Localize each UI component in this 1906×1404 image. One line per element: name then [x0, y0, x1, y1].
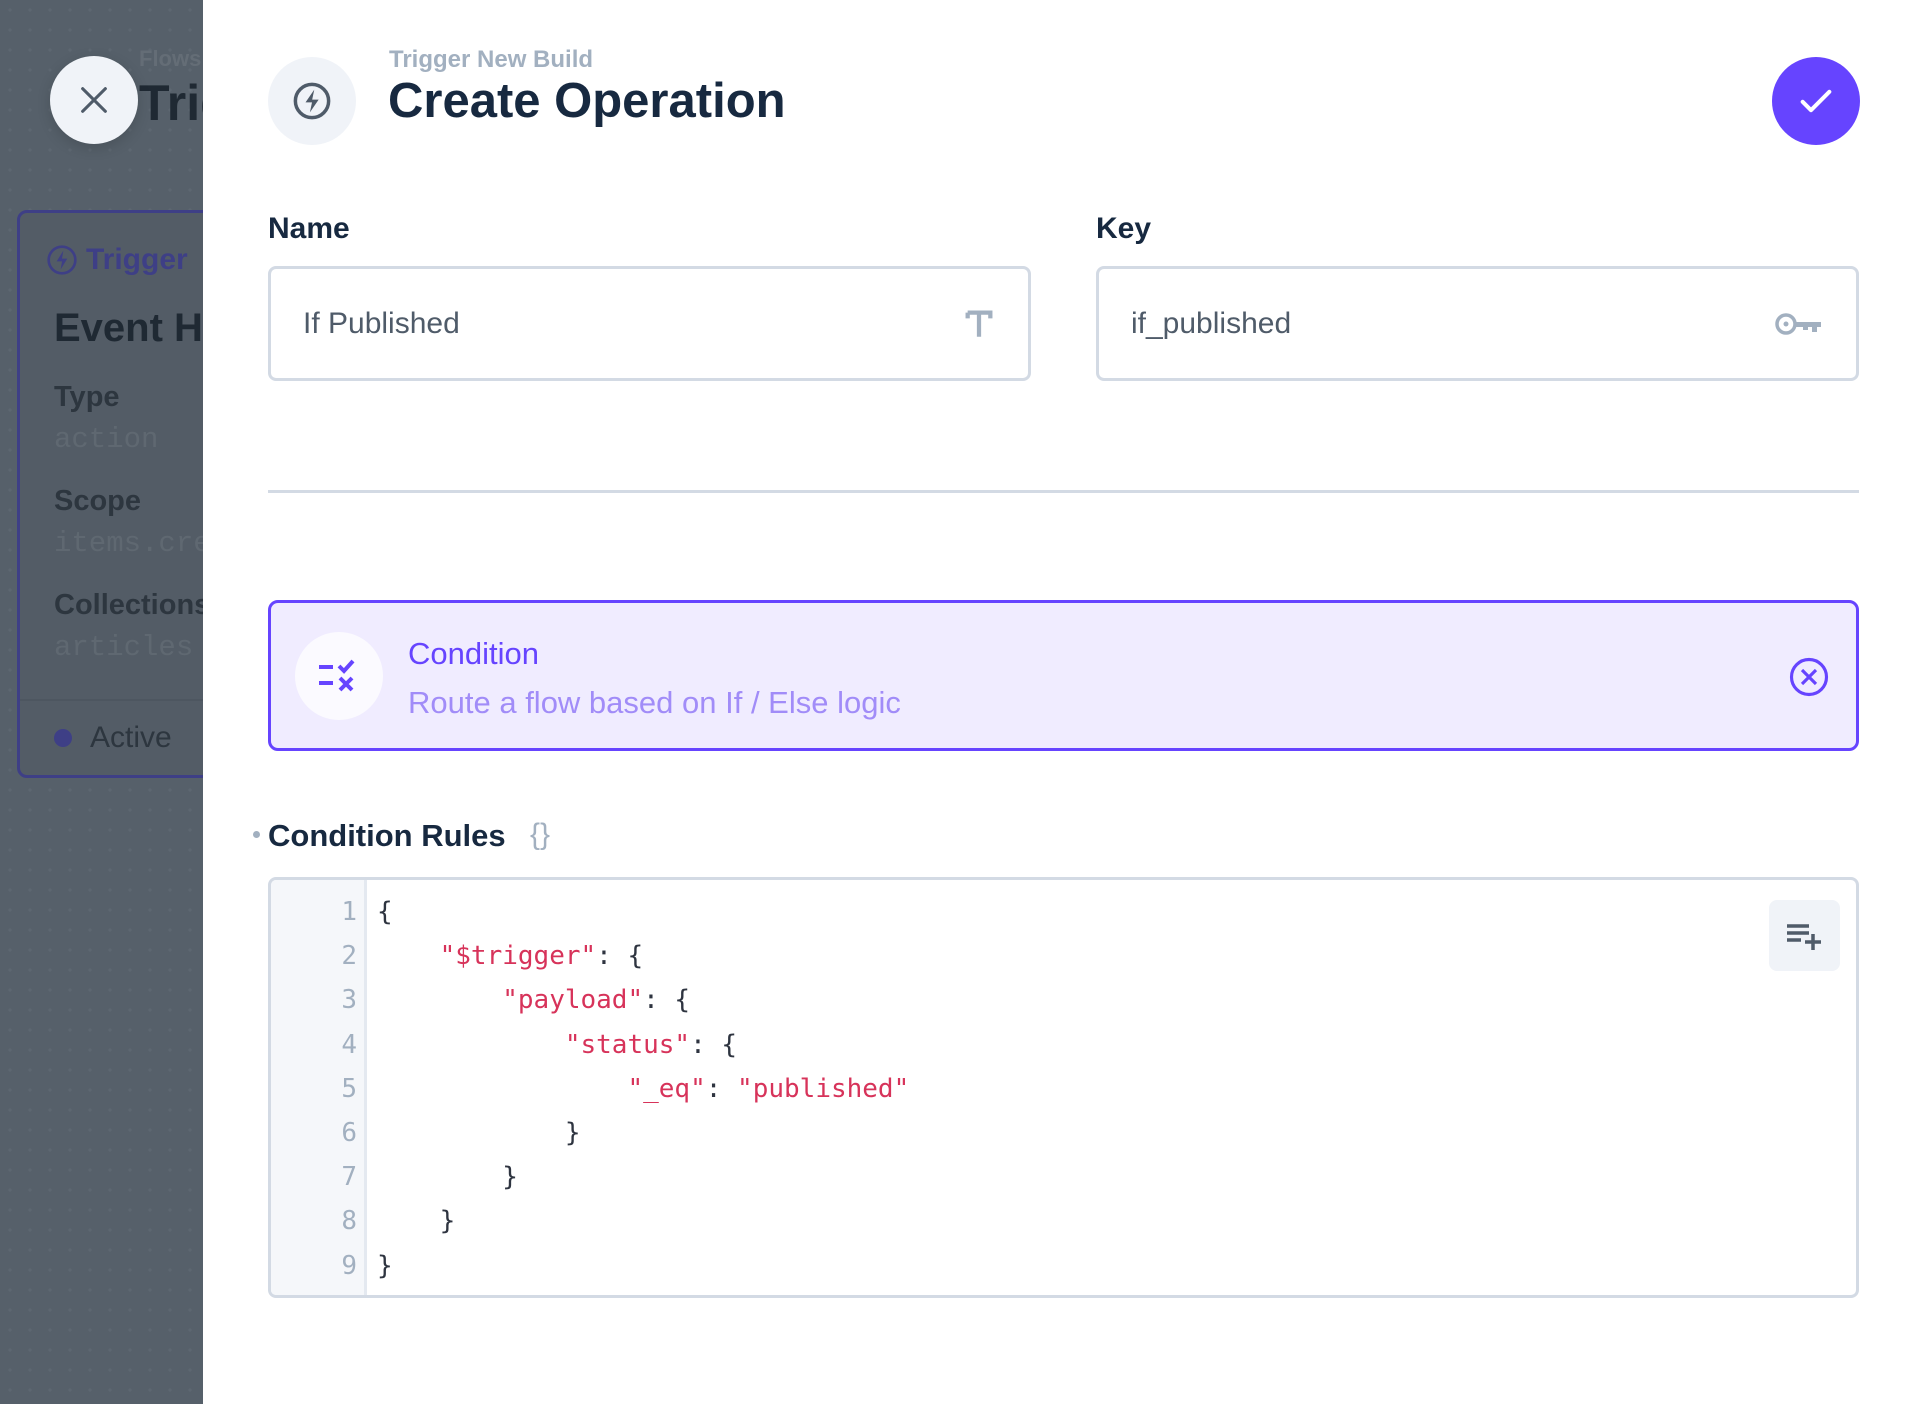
line-number-gutter: [271, 880, 367, 1295]
line-number: 2: [341, 941, 357, 972]
line-number: 1: [341, 897, 357, 927]
status-dot: [54, 729, 72, 747]
form-divider: [268, 490, 1859, 493]
json-key: "status": [564, 1029, 691, 1060]
code-line[interactable]: 6 }: [271, 1111, 1856, 1155]
close-circle-icon: [1789, 657, 1829, 697]
code-line[interactable]: 7 }: [271, 1155, 1856, 1199]
code-line[interactable]: 5 "_eq": "published": [271, 1067, 1856, 1111]
json-key: "_eq": [627, 1073, 706, 1104]
json-punctuation: }: [377, 1162, 518, 1193]
json-punctuation: {: [377, 897, 393, 927]
json-punctuation: : {: [690, 1029, 738, 1060]
code-text[interactable]: "status": {: [377, 1023, 737, 1067]
code-line[interactable]: 3 "payload": {: [271, 978, 1856, 1022]
bolt-icon: [47, 245, 77, 275]
json-punctuation: :: [705, 1073, 738, 1104]
json-key: "$trigger": [439, 941, 597, 972]
json-key: "payload": [502, 985, 644, 1016]
code-line[interactable]: 9}: [271, 1244, 1856, 1288]
close-icon: [81, 87, 107, 113]
code-line[interactable]: 8 }: [271, 1199, 1856, 1243]
json-string: "published": [737, 1073, 910, 1104]
key-input[interactable]: if_published: [1096, 266, 1859, 381]
line-number: 8: [341, 1206, 357, 1237]
collections-value: articles: [54, 631, 194, 664]
code-line[interactable]: 1{: [271, 890, 1856, 934]
code-text[interactable]: }: [377, 1111, 581, 1155]
scope-label: Scope: [54, 485, 142, 517]
json-punctuation: }: [377, 1250, 393, 1281]
code-text[interactable]: "_eq": "published": [377, 1067, 909, 1111]
condition-rules-label: Condition Rules: [268, 818, 506, 853]
trigger-name: Event Hook: [54, 306, 203, 350]
code-text[interactable]: {: [377, 890, 393, 934]
background-flow-page: Flows Trigger New Build Trigger Event Ho…: [0, 0, 203, 1404]
key-icon: [1775, 312, 1821, 335]
background-title: Trigger New Build: [139, 75, 203, 131]
insert-variable-button[interactable]: [1769, 900, 1840, 971]
json-punctuation: }: [377, 1118, 581, 1148]
text-icon: [965, 310, 993, 337]
save-button[interactable]: [1772, 57, 1860, 145]
line-number: 3: [341, 985, 357, 1016]
key-input-value[interactable]: if_published: [1131, 306, 1292, 340]
header-icon-badge: [268, 57, 356, 145]
json-punctuation: : {: [643, 985, 691, 1016]
required-indicator: [253, 831, 260, 838]
code-text[interactable]: }: [377, 1199, 456, 1243]
code-line[interactable]: 2 "$trigger": {: [271, 934, 1856, 978]
name-label: Name: [268, 212, 350, 245]
operation-description: Route a flow based on If / Else logic: [408, 685, 901, 720]
name-input[interactable]: If Published: [268, 266, 1031, 381]
code-line[interactable]: 4 "status": {: [271, 1023, 1856, 1067]
scope-value: items.create: [54, 527, 203, 560]
line-number: 7: [341, 1162, 357, 1193]
line-number: 5: [341, 1073, 357, 1104]
operation-title: Condition: [408, 636, 539, 671]
condition-icon-badge: [295, 632, 383, 720]
key-label: Key: [1096, 212, 1152, 245]
line-number: 6: [341, 1118, 357, 1148]
type-value: action: [54, 423, 159, 456]
code-editor[interactable]: 1{2 "$trigger": {3 "payload": {4 "status…: [268, 877, 1859, 1298]
code-text[interactable]: }: [377, 1155, 518, 1199]
breadcrumb[interactable]: Trigger New Build: [389, 46, 594, 73]
trigger-card: Trigger Event Hook Type action Scope ite…: [17, 210, 203, 778]
json-punctuation: : {: [596, 941, 644, 972]
json-punctuation: [377, 985, 502, 1015]
json-braces-icon: {}: [530, 818, 551, 851]
trigger-label: Trigger: [86, 243, 188, 276]
code-text[interactable]: "payload": {: [377, 978, 690, 1022]
background-breadcrumb: Flows: [139, 46, 202, 71]
json-punctuation: }: [377, 1206, 456, 1237]
line-number: 9: [341, 1250, 357, 1281]
collections-label: Collections: [54, 589, 203, 621]
code-text[interactable]: }: [377, 1244, 393, 1288]
remove-operation-button[interactable]: [1788, 656, 1830, 703]
page-title: Create Operation: [388, 74, 786, 128]
json-punctuation: [377, 941, 440, 971]
status-label: Active: [90, 721, 172, 754]
card-divider: [20, 699, 203, 701]
json-punctuation: [377, 1074, 627, 1104]
name-input-value[interactable]: If Published: [303, 306, 460, 340]
type-label: Type: [54, 381, 120, 413]
condition-icon: [319, 659, 355, 692]
trigger-card-header: Trigger: [46, 243, 188, 277]
bolt-icon: [293, 82, 331, 120]
close-drawer-button[interactable]: [50, 56, 138, 144]
playlist-add-icon: [1786, 923, 1821, 950]
json-punctuation: [377, 1030, 565, 1060]
code-text[interactable]: "$trigger": {: [377, 934, 644, 978]
check-icon: [1800, 89, 1832, 113]
line-number: 4: [341, 1029, 357, 1060]
operation-type-card[interactable]: Condition Route a flow based on If / Els…: [268, 600, 1859, 751]
status-toggle: Active: [54, 721, 172, 755]
